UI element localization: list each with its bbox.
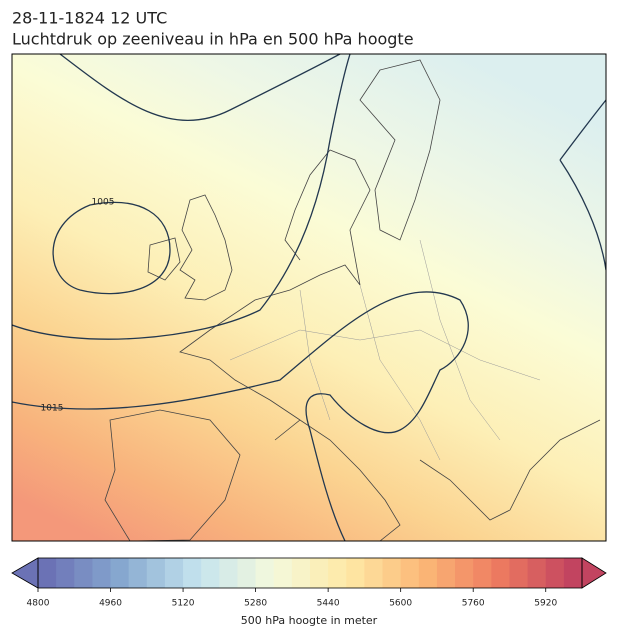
colorbar-label: 500 hPa hoogte in meter: [241, 614, 378, 627]
isobar: [52, 201, 171, 295]
colorbar-tick-label: 5280: [244, 599, 267, 609]
colorbar-segment: [38, 558, 57, 588]
coastline: [104, 409, 241, 541]
isobar-label: 1005: [92, 198, 115, 208]
coastline: [179, 194, 233, 301]
coastline: [179, 149, 401, 541]
colorbar-segment: [364, 558, 384, 588]
colorbar-tick-label: 5920: [534, 599, 557, 609]
colorbar-tick-label: 5600: [389, 599, 412, 609]
colorbar: 4800 4960 5120 5280 5440 5600 5760 5920: [11, 557, 607, 609]
isobar: [59, 54, 341, 121]
map-frame: [11, 53, 607, 542]
colorbar-segment: [56, 558, 75, 588]
colorbar-tick-label: 5120: [172, 599, 195, 609]
colorbar-tick-label: 5760: [462, 599, 485, 609]
colorbar-segment: [74, 558, 93, 588]
colorbar-segment: [291, 558, 311, 588]
colorbar-segment: [418, 558, 438, 588]
colorbar-segment: [509, 558, 529, 588]
colorbar-segment: [128, 558, 148, 588]
coastline: [359, 59, 441, 241]
isobar: [559, 99, 606, 271]
colorbar-segment: [328, 558, 347, 588]
colorbar-extend: [581, 557, 607, 589]
isobar: [12, 54, 351, 340]
colorbar-segment: [455, 558, 474, 588]
colorbar-segment: [382, 558, 402, 588]
isobar: [12, 291, 469, 541]
coastline: [419, 419, 601, 521]
colorbar-segment: [201, 558, 220, 588]
colorbar-segment: [92, 558, 112, 588]
title: 28-11-1824 12 UTC: [12, 9, 167, 28]
colorbar-segment: [183, 558, 202, 588]
colorbar-segment: [545, 558, 565, 588]
colorbar-segment: [346, 558, 365, 588]
colorbar-segment: [310, 558, 329, 588]
border: [229, 239, 541, 461]
colorbar-segment: [237, 558, 257, 588]
colorbar-segment: [255, 558, 275, 588]
colorbar-segment: [400, 558, 420, 588]
colorbar-segment: [436, 558, 456, 588]
isobar-label: 1015: [41, 404, 64, 414]
colorbar-segment: [164, 558, 184, 588]
coastline: [147, 237, 181, 281]
colorbar-segment: [491, 558, 510, 588]
colorbar-segment: [110, 558, 130, 588]
height-field: [12, 54, 606, 541]
colorbar-tick-label: 5440: [317, 599, 340, 609]
colorbar-segment: [527, 558, 547, 588]
subtitle: Luchtdruk op zeeniveau in hPa en 500 hPa…: [12, 30, 414, 49]
colorbar-segment: [219, 558, 238, 588]
colorbar-segment: [273, 558, 293, 588]
colorbar-frame: [37, 557, 583, 589]
colorbar-extend: [11, 557, 39, 589]
colorbar-tick-label: 4960: [99, 599, 122, 609]
colorbar-segment: [473, 558, 492, 588]
colorbar-segment: [146, 558, 166, 588]
map: 1005 1015: [12, 54, 606, 541]
colorbar-segment: [563, 558, 583, 588]
colorbar-tick-label: 4800: [27, 599, 50, 609]
